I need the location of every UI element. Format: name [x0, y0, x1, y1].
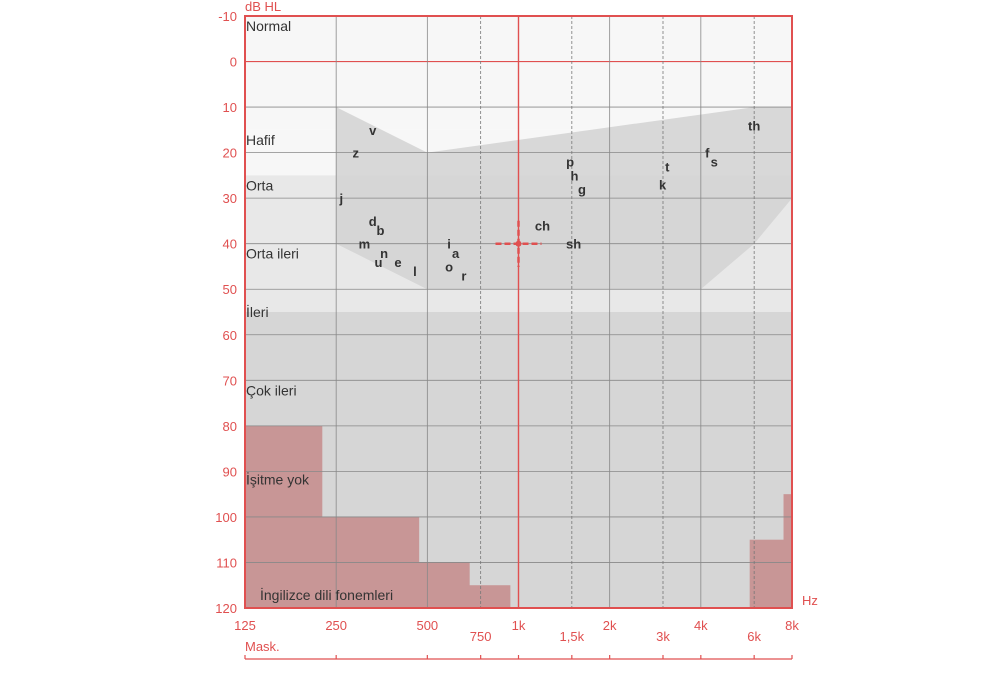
y-tick-label: 120: [215, 601, 237, 616]
severity-band-label: Normal: [246, 18, 291, 34]
x-tick-label-minor: 750: [470, 629, 492, 644]
x-tick-label: 500: [416, 618, 438, 633]
x-tick-label: 4k: [694, 618, 708, 633]
phoneme-label: b: [376, 223, 384, 238]
severity-band-label: İşitme yok: [246, 470, 310, 487]
x-tick-label-minor: 6k: [747, 629, 761, 644]
y-tick-label: 40: [223, 237, 237, 252]
phoneme-label: z: [352, 146, 359, 161]
phoneme-label: a: [452, 246, 460, 261]
plot-frame: [244, 15, 793, 609]
phoneme-label: sh: [566, 237, 581, 252]
y-tick-label: 50: [223, 282, 237, 297]
phoneme-label: n: [380, 246, 388, 261]
y-tick-label: -10: [218, 9, 237, 24]
masking-label: Mask.: [245, 639, 280, 654]
phoneme-label: g: [578, 182, 586, 197]
x-tick-label-minor: 3k: [656, 629, 670, 644]
phoneme-label: h: [570, 168, 578, 183]
phoneme-label: f: [705, 146, 710, 161]
severity-band-label: Orta: [246, 177, 273, 193]
phoneme-label: th: [748, 118, 760, 133]
phoneme-label: v: [369, 123, 377, 138]
phoneme-label: o: [445, 259, 453, 274]
x-tick-label-minor: 1,5k: [560, 629, 585, 644]
y-tick-label: 30: [223, 191, 237, 206]
crosshair-center: [515, 240, 522, 247]
y-tick-label: 0: [230, 55, 237, 70]
phoneme-label: r: [461, 269, 466, 284]
phoneme-label: u: [375, 255, 383, 270]
axes: -10 0 10 20 30 40 50 60 70 80 90 100 110 120 125 250 500…: [215, 9, 799, 660]
severity-band-label: İleri: [246, 303, 269, 320]
y-tick-label: 90: [223, 464, 237, 479]
x-tick-label: 125: [234, 618, 256, 633]
phoneme-label: d: [369, 214, 377, 229]
y-tick-label: 60: [223, 328, 237, 343]
phoneme-area-label: İngilizce dili fonemleri: [260, 586, 393, 603]
phoneme-label: t: [665, 159, 670, 174]
y-tick-label: 20: [223, 146, 237, 161]
crosshair-cursor[interactable]: [495, 220, 542, 267]
x-tick-label: 1k: [512, 618, 526, 633]
phoneme-label: i: [447, 237, 451, 252]
phoneme-label: p: [566, 155, 574, 170]
x-tick-label: 8k: [785, 618, 799, 633]
y-unit-label: dB HL: [245, 0, 281, 14]
severity-band-label: Çok ileri: [246, 382, 297, 398]
phoneme-label: s: [711, 155, 718, 170]
phoneme-label: k: [659, 177, 667, 192]
y-tick-label: 100: [215, 510, 237, 525]
phoneme-label: j: [339, 191, 344, 206]
phoneme-label: m: [359, 237, 371, 252]
x-tick-label: 2k: [603, 618, 617, 633]
severity-band-label: Orta ileri: [246, 246, 299, 262]
severity-band-label: Hafif: [246, 132, 275, 148]
y-tick-label: 70: [223, 373, 237, 388]
no-response-region: [783, 494, 792, 608]
x-tick-label: 250: [325, 618, 347, 633]
severity-band-labels: Normal Hafif Orta Orta ileri İleri Çok ileri İ…: [246, 18, 310, 487]
x-unit-label: Hz: [802, 593, 818, 608]
no-response-region: [245, 585, 511, 608]
phoneme-label: e: [394, 255, 401, 270]
y-tick-label: 10: [223, 100, 237, 115]
y-tick-label: 110: [216, 555, 237, 570]
phoneme-label: ch: [535, 218, 550, 233]
y-tick-label: 80: [223, 419, 237, 434]
phoneme-label: l: [413, 264, 417, 279]
